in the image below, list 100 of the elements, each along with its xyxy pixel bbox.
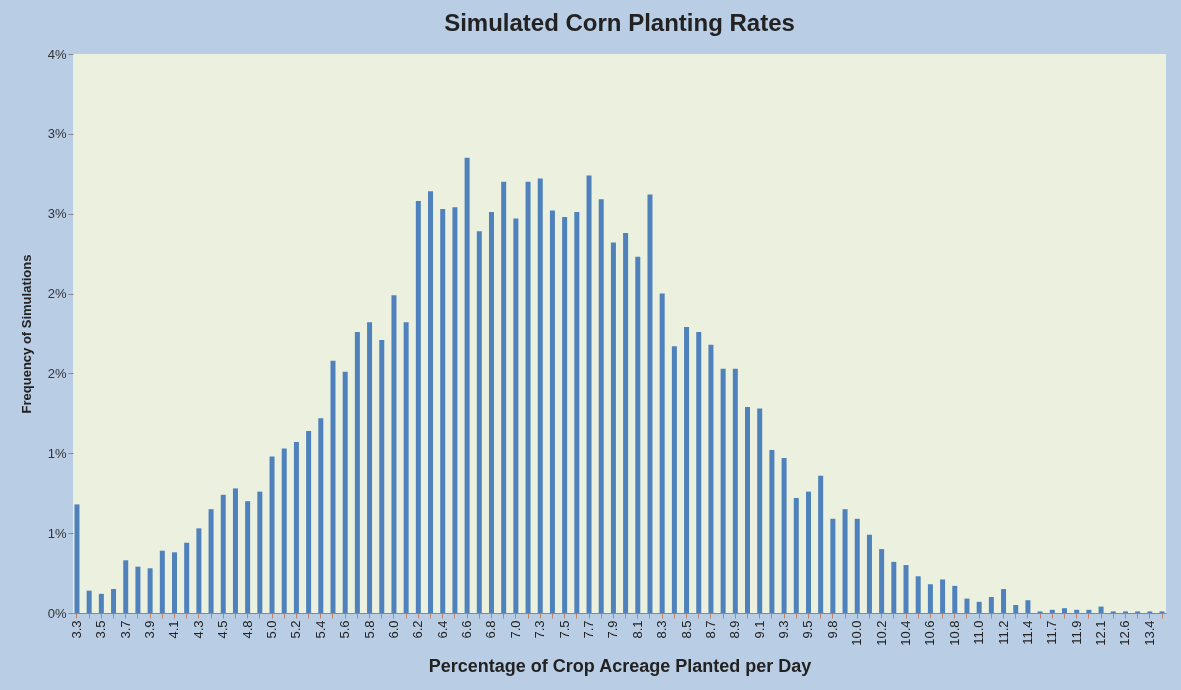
x-tick-label: 11.4 xyxy=(1019,620,1035,645)
bar xyxy=(696,331,702,613)
y-tick-label: 0% xyxy=(47,605,67,621)
x-tick-label: 6.4 xyxy=(434,620,450,639)
x-tick-label: 5.2 xyxy=(288,620,304,639)
bar xyxy=(562,216,568,613)
x-tick-label: 8.1 xyxy=(629,620,645,639)
x-tick-label: 9.3 xyxy=(776,620,792,639)
bar xyxy=(184,542,190,613)
x-tick-label: 10.0 xyxy=(849,620,865,646)
bar xyxy=(574,212,580,613)
y-tick-label: 3% xyxy=(47,206,67,222)
bar xyxy=(866,534,872,613)
bar xyxy=(269,456,275,613)
bar xyxy=(403,322,409,613)
bar xyxy=(647,194,653,613)
bar xyxy=(208,509,214,613)
x-tick-label: 12.1 xyxy=(1093,620,1109,646)
x-tick-label: 6.2 xyxy=(410,620,426,639)
bar xyxy=(1013,605,1019,613)
x-tick-label: 3.3 xyxy=(68,620,84,639)
x-tick-label: 9.8 xyxy=(824,620,840,639)
bar xyxy=(293,442,299,613)
bar xyxy=(1074,609,1080,613)
bar xyxy=(379,339,385,613)
x-tick-label: 5.0 xyxy=(264,620,280,639)
bar xyxy=(172,552,177,613)
bar xyxy=(1049,609,1055,613)
bar xyxy=(440,208,446,613)
bar xyxy=(781,458,787,613)
bar xyxy=(818,475,824,613)
chart-title: Simulated Corn Planting Rates xyxy=(444,9,795,36)
bar xyxy=(1098,606,1104,613)
bar xyxy=(1001,589,1007,613)
y-tick-label: 1% xyxy=(47,445,67,461)
bar xyxy=(1062,608,1067,613)
bar xyxy=(342,371,348,613)
x-tick-label: 10.8 xyxy=(946,620,962,646)
x-tick-label: 8.5 xyxy=(678,620,694,639)
bar xyxy=(391,295,397,613)
bar xyxy=(610,242,616,613)
bar xyxy=(86,590,92,613)
x-tick-label: 6.6 xyxy=(459,620,475,639)
bar xyxy=(367,322,373,613)
bar xyxy=(330,360,336,613)
bar xyxy=(769,450,775,613)
x-axis-title: Percentage of Crop Acreage Planted per Day xyxy=(428,655,812,676)
x-tick-label: 3.7 xyxy=(117,620,133,639)
x-tick-label: 3.9 xyxy=(142,620,158,639)
x-tick-label: 9.5 xyxy=(800,620,816,639)
x-tick-label: 6.0 xyxy=(385,620,401,639)
bar xyxy=(232,488,238,613)
bar xyxy=(879,549,885,613)
bar xyxy=(1025,600,1031,613)
bar xyxy=(245,501,251,613)
bar xyxy=(623,232,629,613)
bar xyxy=(354,331,360,613)
bar xyxy=(598,199,604,613)
bar xyxy=(476,231,482,613)
bar xyxy=(732,368,738,613)
x-tick-label: 6.8 xyxy=(483,620,499,639)
bar xyxy=(74,504,80,613)
bar xyxy=(306,430,312,613)
bar xyxy=(805,491,811,613)
x-tick-label: 3.5 xyxy=(93,620,109,639)
x-tick-label: 8.9 xyxy=(727,620,743,639)
x-tick-label: 10.6 xyxy=(922,620,938,646)
x-tick-label: 7.3 xyxy=(532,620,548,639)
bar xyxy=(964,598,970,613)
bar xyxy=(854,518,860,613)
bar xyxy=(988,597,994,613)
x-tick-label: 7.5 xyxy=(556,620,572,639)
bar xyxy=(98,593,104,613)
y-axis-title: Frequency of Simulations xyxy=(18,254,34,414)
x-tick-label: 9.1 xyxy=(751,620,767,639)
bar xyxy=(671,346,677,613)
bar xyxy=(927,584,933,613)
y-tick-label: 1% xyxy=(47,525,67,541)
bar xyxy=(915,576,921,613)
bar xyxy=(525,181,531,613)
y-tick-label: 2% xyxy=(47,365,67,381)
bar xyxy=(684,327,690,613)
bar xyxy=(428,191,434,613)
bar xyxy=(793,498,799,613)
x-tick-label: 11.7 xyxy=(1044,620,1060,645)
bar xyxy=(891,561,897,613)
x-tick-label: 8.3 xyxy=(654,620,670,639)
y-tick-label: 3% xyxy=(47,126,67,142)
bar xyxy=(720,368,726,613)
bar xyxy=(635,256,641,613)
bar xyxy=(586,175,592,613)
x-tick-label: 7.9 xyxy=(605,620,621,639)
bar xyxy=(745,406,751,613)
bar xyxy=(976,601,982,613)
x-tick-label: 10.4 xyxy=(898,620,914,646)
bar xyxy=(318,418,324,613)
bar xyxy=(708,344,714,613)
bar xyxy=(830,518,836,613)
y-tick-label: 2% xyxy=(47,286,67,302)
bar xyxy=(147,568,153,613)
